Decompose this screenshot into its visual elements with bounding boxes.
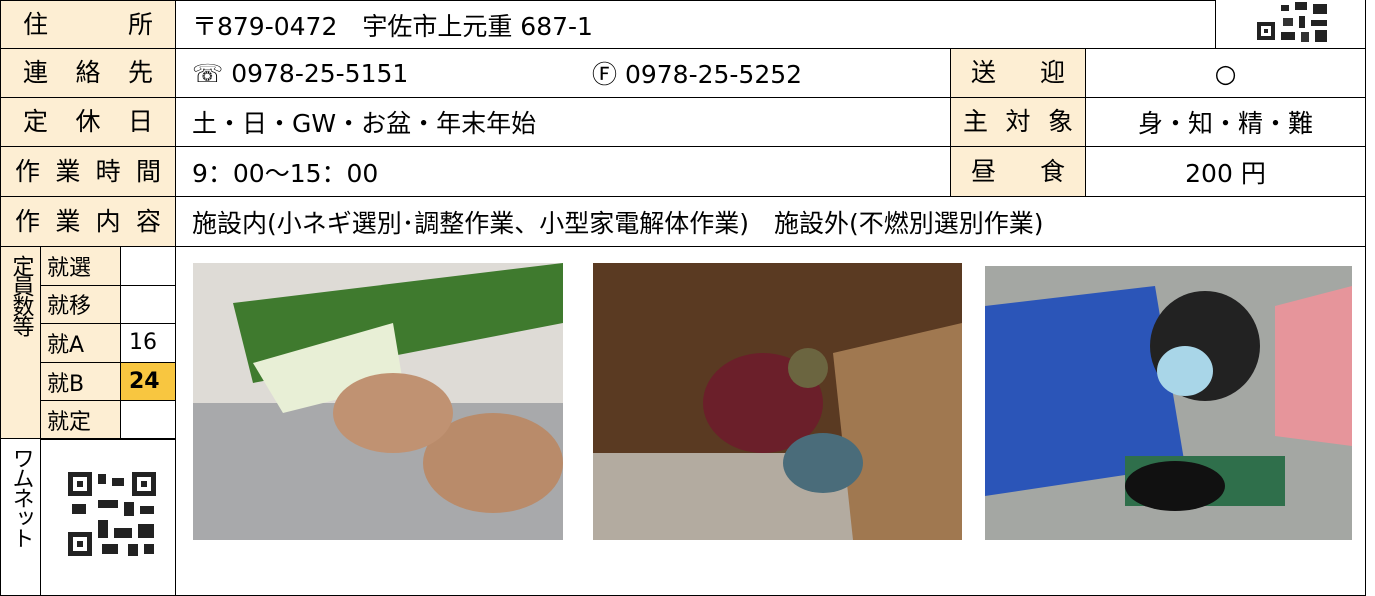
photo-recycling [593, 263, 962, 540]
holidays: 土・日・GW・お盆・年末年始 [192, 109, 537, 138]
label: ワムネット [8, 447, 34, 547]
label-cell: 作業内容 [0, 196, 176, 247]
qr-code [1255, 0, 1330, 45]
label-cell: 住所 [0, 0, 176, 49]
value-cell: 200 円 [1085, 146, 1366, 197]
label-cell: 定休日 [0, 97, 176, 147]
label-cell: ワムネット [0, 438, 41, 596]
capacity-label: 就選 [40, 246, 121, 286]
value-cell: 9：00～15：00 [175, 146, 951, 197]
address: 〒879-0472 宇佐市上元重 687-1 [192, 11, 593, 41]
capacity-value-text: 16 [129, 330, 157, 356]
capacity-label-text: 就定 [47, 410, 92, 436]
label: 定員数等 [8, 255, 34, 335]
fax: Ⓕ 0978-25-5252 [592, 60, 803, 89]
lunch: 200 円 [1185, 158, 1266, 188]
capacity-value [120, 284, 176, 325]
capacity-value-text: 24 [129, 369, 160, 395]
capacity-value: 16 [120, 323, 176, 363]
capacity-label-text: 就A [47, 332, 85, 358]
capacity-value: 24 [120, 361, 176, 402]
pickup: ○ [1214, 58, 1237, 88]
capacity-value [120, 400, 176, 440]
capacity-label: 就移 [40, 284, 121, 325]
label: 作業内容 [15, 206, 161, 236]
value-cell: 土・日・GW・お盆・年末年始 [175, 97, 951, 147]
label: 住所 [23, 9, 153, 39]
photo-onions [193, 263, 563, 540]
target: 身・知・精・難 [1137, 109, 1313, 138]
capacity-value [120, 246, 176, 286]
value-cell: 施設内(小ネギ選別･調整作業、小型家電解体作業) 施設外(不燃別選別作業) [175, 196, 1366, 247]
label: 定休日 [23, 107, 153, 136]
hours: 9：00～15：00 [192, 158, 379, 188]
label: 昼食 [971, 156, 1065, 186]
capacity-label-text: 就選 [47, 255, 92, 281]
label: 送迎 [971, 58, 1065, 87]
photo-dismantling [985, 266, 1352, 540]
label-cell: 昼食 [950, 146, 1086, 197]
capacity-label-text: 就移 [47, 294, 92, 320]
value-cell: ☏ 0978-25-5151 Ⓕ 0978-25-5252 [175, 48, 951, 98]
value-cell: 〒879-0472 宇佐市上元重 687-1 [175, 0, 1216, 49]
capacity-label-text: 就B [47, 371, 85, 397]
work: 施設内(小ネギ選別･調整作業、小型家電解体作業) 施設外(不燃別選別作業) [192, 208, 1044, 238]
value-cell: ○ [1085, 48, 1366, 98]
label-cell: 作業時間 [0, 146, 176, 197]
label: 主対象 [963, 107, 1073, 136]
qr-code [68, 472, 156, 556]
capacity-label: 就定 [40, 400, 121, 440]
label-cell: 連絡先 [0, 48, 176, 98]
label: 作業時間 [15, 156, 161, 186]
capacity-label: 就B [40, 361, 121, 402]
capacity-label: 就A [40, 323, 121, 363]
label: 連絡先 [23, 58, 153, 87]
label-cell: 定員数等 [0, 246, 41, 439]
label-cell: 送迎 [950, 48, 1086, 98]
label-cell: 主対象 [950, 97, 1086, 147]
value-cell: 身・知・精・難 [1085, 97, 1366, 147]
tel: ☏ 0978-25-5151 [192, 58, 409, 88]
